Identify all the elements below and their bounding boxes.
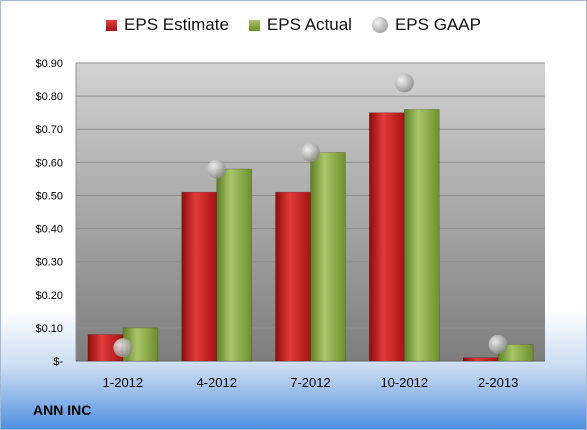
legend-item-eps-gaap: EPS GAAP <box>371 15 481 35</box>
y-tick-label: $0.10 <box>35 323 63 335</box>
y-tick-label: $0.90 <box>35 58 63 70</box>
bar-eps-estimate <box>275 191 311 362</box>
x-tick-label: 2-2013 <box>478 375 518 390</box>
legend-item-eps-actual: EPS Actual <box>248 15 352 35</box>
marker-eps-gaap <box>207 159 227 179</box>
x-tick-label: 7-2012 <box>290 375 330 390</box>
legend-swatch-eps-estimate <box>106 19 118 31</box>
x-tick-label: 4-2012 <box>196 375 236 390</box>
y-tick-label: $0.50 <box>35 190 63 202</box>
bar-eps-estimate <box>462 357 499 362</box>
legend-swatch-eps-actual <box>248 19 260 31</box>
y-tick-label: $0.30 <box>35 257 63 269</box>
marker-eps-gaap <box>113 338 133 358</box>
bar-eps-actual <box>216 168 252 362</box>
bar-eps-actual <box>403 109 440 362</box>
y-axis-ticks: $- $0.10 $0.20 $0.30 $0.40 $0.50 $0.60 $0.70 $0.… <box>35 58 63 368</box>
x-axis-ticks: 1-2012 4-2012 7-2012 10-2012 2-2013 <box>103 375 519 390</box>
legend-label-eps-gaap: EPS GAAP <box>394 15 481 34</box>
legend-item-eps-estimate: EPS Estimate <box>106 15 229 35</box>
marker-eps-gaap <box>301 142 320 162</box>
y-tick-label: $0.40 <box>35 224 63 236</box>
bar-eps-estimate <box>368 112 405 362</box>
bars <box>87 109 534 362</box>
gaap-markers <box>113 73 508 358</box>
bar-eps-estimate <box>181 191 217 362</box>
marker-eps-gaap <box>488 334 508 354</box>
bar-eps-actual <box>310 152 346 362</box>
x-tick-label: 1-2012 <box>103 375 143 390</box>
y-tick-label: $0.70 <box>35 124 63 136</box>
y-tick-label: $0.20 <box>35 290 63 302</box>
marker-eps-gaap <box>394 73 414 93</box>
x-tick-label: 10-2012 <box>380 375 428 390</box>
y-tick-label: $- <box>53 356 63 368</box>
legend: EPS Estimate EPS Actual EPS GAAP <box>1 15 586 35</box>
legend-label-eps-actual: EPS Actual <box>266 15 352 34</box>
y-tick-label: $0.60 <box>35 157 63 169</box>
legend-swatch-eps-gaap <box>371 17 388 33</box>
company-label: ANN INC <box>33 402 92 418</box>
y-tick-label: $0.80 <box>35 91 63 103</box>
legend-label-eps-estimate: EPS Estimate <box>124 15 229 34</box>
